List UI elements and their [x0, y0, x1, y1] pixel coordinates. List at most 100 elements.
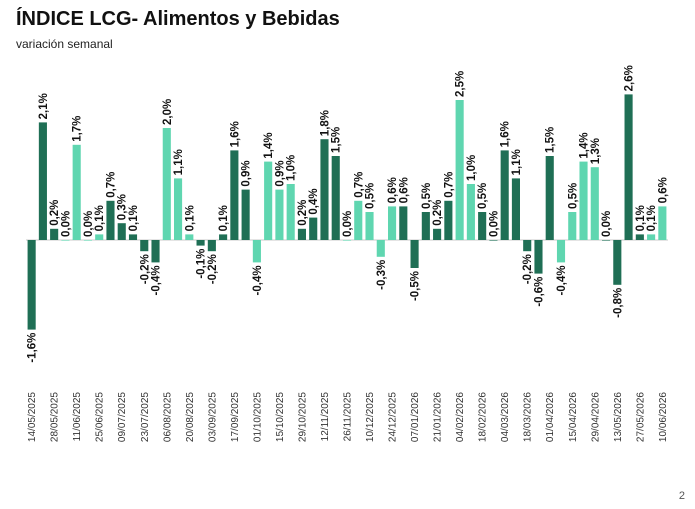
bar-value-label: 0,2%	[49, 200, 61, 226]
x-tick-label: 15/04/2026	[568, 392, 579, 442]
bar-value-label: -0,2%	[522, 254, 534, 284]
bar-value-label: 0,2%	[432, 200, 444, 226]
bar-value-label: 1,6%	[500, 121, 512, 147]
bar-value-label: 0,5%	[421, 183, 433, 209]
x-tick-label: 27/05/2026	[635, 392, 646, 442]
bar	[286, 184, 295, 240]
x-tick-label: 17/09/2025	[230, 392, 241, 442]
bar-value-label: 0,1%	[218, 205, 230, 231]
bar-value-label: -0,8%	[612, 288, 624, 318]
bar-value-label: 0,5%	[365, 183, 377, 209]
bar-value-label: -1,6%	[27, 333, 39, 363]
x-tick-label: 09/07/2025	[117, 392, 128, 442]
bar	[140, 240, 149, 252]
bar	[433, 228, 442, 240]
x-tick-label: 20/08/2025	[185, 392, 196, 442]
bar	[489, 240, 498, 241]
bar-value-label: 0,0%	[83, 211, 95, 237]
x-tick-label: 10/06/2026	[658, 392, 669, 442]
bar	[297, 228, 306, 240]
bar-value-label: 1,4%	[263, 132, 275, 158]
bar	[556, 240, 566, 263]
x-tick-label: 24/12/2025	[388, 392, 399, 442]
bar-value-label: 0,3%	[117, 194, 129, 220]
bar-value-label: -0,2%	[139, 254, 151, 284]
x-tick-label: 21/01/2026	[433, 392, 444, 442]
bar	[331, 156, 340, 240]
x-tick-label: 01/04/2026	[545, 392, 556, 442]
bar	[320, 139, 329, 240]
bar-value-label: 0,6%	[657, 177, 669, 203]
bar	[342, 240, 352, 241]
bar	[579, 161, 588, 240]
bar	[185, 234, 194, 240]
x-tick-label: 04/02/2026	[455, 392, 466, 442]
bar-value-label: -0,4%	[151, 265, 163, 295]
bar-value-label: 0,9%	[241, 160, 253, 186]
bar	[444, 200, 453, 240]
x-tick-label: 15/10/2025	[275, 392, 286, 442]
bar	[38, 122, 47, 240]
x-tick-label: 25/06/2025	[95, 392, 106, 442]
bar-value-label: 0,6%	[387, 177, 399, 203]
bar-value-label: 1,0%	[466, 155, 478, 181]
x-tick-label: 18/03/2026	[523, 392, 534, 442]
bar-value-label: 0,6%	[398, 177, 410, 203]
bar	[162, 128, 171, 240]
bar	[83, 240, 92, 241]
bar	[309, 217, 318, 240]
bar	[106, 200, 115, 240]
bar	[388, 206, 397, 240]
x-tick-label: 04/03/2026	[500, 392, 511, 442]
bar-value-label: -0,2%	[207, 254, 219, 284]
bar	[174, 178, 183, 240]
bar	[455, 100, 464, 240]
bar	[264, 161, 273, 240]
bar-value-label: 1,1%	[173, 149, 185, 175]
bar-value-label: 0,2%	[297, 200, 309, 226]
bar	[376, 240, 385, 257]
bar-value-label: 1,0%	[286, 155, 298, 181]
bar	[421, 212, 430, 240]
bar	[523, 240, 532, 252]
bar-value-label: -0,5%	[410, 271, 422, 301]
bar	[27, 240, 36, 330]
x-tick-label: 28/05/2025	[50, 392, 61, 442]
bar-value-label: -0,1%	[196, 249, 208, 279]
bar-value-label: 1,8%	[319, 110, 331, 136]
bar-value-label: 0,0%	[60, 211, 72, 237]
bar	[568, 212, 577, 240]
bar-value-label: 0,1%	[94, 205, 106, 231]
bar	[72, 144, 81, 240]
bar	[613, 240, 622, 285]
bar	[241, 189, 250, 240]
bar-value-label: 0,7%	[443, 172, 455, 198]
bar-value-label: 1,1%	[511, 149, 523, 175]
bar-value-label: 0,1%	[184, 205, 196, 231]
x-tick-label: 06/08/2025	[162, 392, 173, 442]
x-tick-label: 29/10/2025	[297, 392, 308, 442]
bar-value-label: 1,3%	[590, 138, 602, 164]
bar	[50, 228, 59, 240]
bar-value-label: 1,4%	[579, 132, 591, 158]
bar-value-label: 1,7%	[72, 116, 84, 142]
x-tick-label: 12/11/2025	[320, 392, 331, 442]
bar	[354, 200, 363, 240]
bar	[61, 240, 70, 241]
bar	[275, 189, 284, 240]
bar-value-label: 2,1%	[38, 93, 50, 119]
bar-value-label: 0,1%	[646, 205, 658, 231]
bar	[207, 240, 216, 252]
bar-value-label: 2,0%	[162, 99, 174, 125]
bar	[466, 184, 475, 240]
bar	[658, 206, 667, 240]
bar-value-label: -0,6%	[533, 277, 545, 307]
bar	[500, 150, 509, 240]
bar-value-label: 1,5%	[545, 127, 557, 153]
bar-value-label: 0,1%	[635, 205, 647, 231]
x-tick-label: 23/07/2025	[140, 392, 151, 442]
bar	[590, 167, 599, 240]
chart-title: ÍNDICE LCG- Alimentos y Bebidas	[16, 8, 340, 30]
bar-value-label: 0,7%	[353, 172, 365, 198]
bar-value-label: 0,4%	[308, 188, 320, 214]
